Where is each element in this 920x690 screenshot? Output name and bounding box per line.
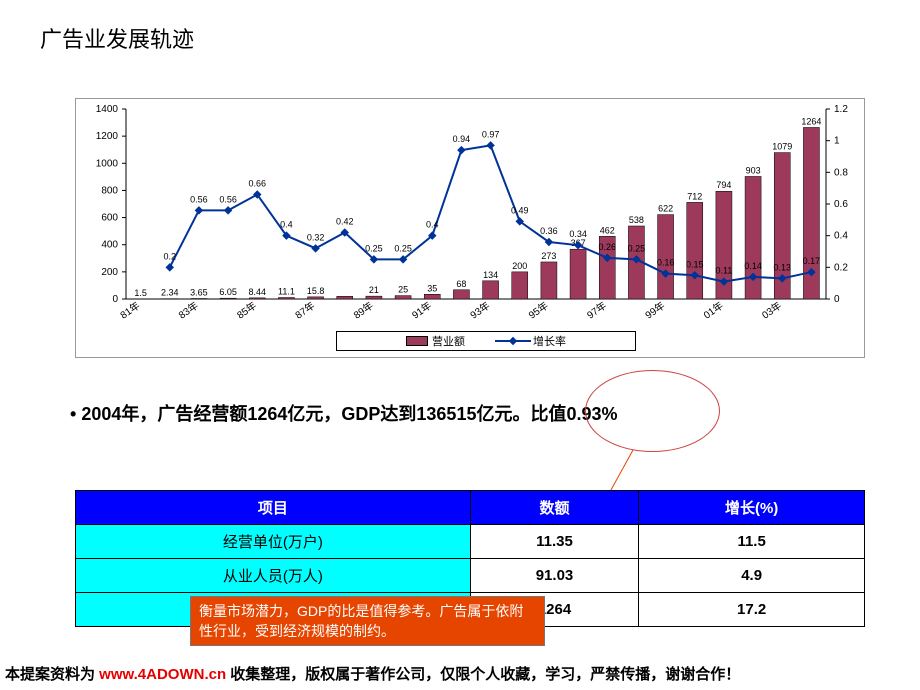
svg-text:91年: 91年 bbox=[409, 299, 434, 322]
svg-text:200: 200 bbox=[512, 261, 527, 271]
svg-text:273: 273 bbox=[541, 251, 556, 261]
svg-text:0.26: 0.26 bbox=[598, 242, 616, 252]
svg-text:0.94: 0.94 bbox=[453, 134, 471, 144]
highlight-ellipse bbox=[585, 370, 720, 452]
table-header: 数额 bbox=[470, 491, 639, 525]
svg-text:83年: 83年 bbox=[176, 299, 201, 322]
legend-bar-swatch bbox=[406, 336, 428, 346]
svg-text:0: 0 bbox=[112, 294, 118, 305]
svg-text:1000: 1000 bbox=[96, 158, 119, 169]
svg-text:3.65: 3.65 bbox=[190, 288, 208, 298]
svg-text:400: 400 bbox=[101, 240, 118, 251]
svg-text:134: 134 bbox=[483, 270, 498, 280]
svg-text:21: 21 bbox=[369, 285, 379, 295]
page-title: 广告业发展轨迹 bbox=[0, 0, 920, 54]
svg-text:1200: 1200 bbox=[96, 131, 119, 142]
caption-text: • 2004年，广告经营额1264亿元，GDP达到136515亿元。比值0.93… bbox=[70, 400, 618, 426]
svg-text:0.13: 0.13 bbox=[773, 262, 791, 272]
chart-svg: 020040060080010001200140000.20.40.60.811… bbox=[76, 99, 866, 359]
legend-line-swatch bbox=[495, 335, 531, 347]
svg-text:0.42: 0.42 bbox=[336, 217, 354, 227]
svg-text:0.4: 0.4 bbox=[834, 231, 848, 242]
table-cell: 17.2 bbox=[639, 593, 865, 627]
svg-text:712: 712 bbox=[687, 191, 702, 201]
svg-text:1.2: 1.2 bbox=[834, 104, 848, 115]
table-cell: 91.03 bbox=[470, 559, 639, 593]
svg-text:0.14: 0.14 bbox=[744, 261, 762, 271]
svg-text:0.4: 0.4 bbox=[426, 220, 439, 230]
svg-text:0.16: 0.16 bbox=[657, 258, 675, 268]
svg-text:95年: 95年 bbox=[526, 299, 551, 322]
svg-text:0.17: 0.17 bbox=[803, 256, 821, 266]
svg-text:25: 25 bbox=[398, 285, 408, 295]
svg-text:1400: 1400 bbox=[96, 104, 119, 115]
svg-text:600: 600 bbox=[101, 213, 118, 224]
svg-text:0.34: 0.34 bbox=[569, 229, 587, 239]
svg-text:0.97: 0.97 bbox=[482, 129, 500, 139]
legend-line-label: 增长率 bbox=[533, 333, 566, 349]
svg-text:93年: 93年 bbox=[468, 299, 493, 322]
svg-text:0.49: 0.49 bbox=[511, 205, 529, 215]
table-header: 增长(%) bbox=[639, 491, 865, 525]
svg-text:622: 622 bbox=[658, 204, 673, 214]
svg-text:462: 462 bbox=[600, 225, 615, 235]
svg-text:0.2: 0.2 bbox=[163, 251, 176, 261]
svg-text:0.25: 0.25 bbox=[394, 243, 412, 253]
svg-text:0.56: 0.56 bbox=[219, 194, 237, 204]
svg-text:538: 538 bbox=[629, 215, 644, 225]
footer-link: www.4ADOWN.cn bbox=[99, 666, 226, 683]
svg-text:1079: 1079 bbox=[772, 142, 792, 152]
footer-text: 本提案资料为 www.4ADOWN.cn 收集整理，版权属于著作公司，仅限个人收… bbox=[5, 663, 740, 684]
svg-text:903: 903 bbox=[746, 165, 761, 175]
svg-text:0.8: 0.8 bbox=[834, 167, 848, 178]
svg-text:1.5: 1.5 bbox=[134, 288, 147, 298]
table-row: 从业人员(万人)91.034.9 bbox=[76, 559, 865, 593]
svg-text:35: 35 bbox=[427, 283, 437, 293]
svg-text:0.4: 0.4 bbox=[280, 220, 293, 230]
svg-text:0.66: 0.66 bbox=[248, 179, 266, 189]
svg-text:0.36: 0.36 bbox=[540, 226, 558, 236]
svg-text:794: 794 bbox=[716, 180, 731, 190]
svg-text:03年: 03年 bbox=[759, 299, 784, 322]
svg-text:0.2: 0.2 bbox=[834, 262, 848, 273]
svg-text:1264: 1264 bbox=[801, 116, 821, 126]
svg-text:15.8: 15.8 bbox=[307, 286, 325, 296]
svg-text:0.32: 0.32 bbox=[307, 232, 325, 242]
table-header: 项目 bbox=[76, 491, 471, 525]
svg-text:1: 1 bbox=[834, 136, 840, 147]
legend-bar-label: 营业额 bbox=[432, 333, 465, 349]
svg-text:200: 200 bbox=[101, 267, 118, 278]
table-cell: 4.9 bbox=[639, 559, 865, 593]
svg-text:0.15: 0.15 bbox=[686, 259, 704, 269]
svg-text:87年: 87年 bbox=[293, 299, 318, 322]
svg-text:0.6: 0.6 bbox=[834, 199, 848, 210]
svg-text:11.1: 11.1 bbox=[278, 286, 295, 296]
table-cell: 11.35 bbox=[470, 525, 639, 559]
svg-text:97年: 97年 bbox=[584, 299, 609, 322]
svg-text:85年: 85年 bbox=[234, 299, 259, 322]
svg-text:0.11: 0.11 bbox=[715, 266, 732, 276]
chart-container: 020040060080010001200140000.20.40.60.811… bbox=[75, 98, 865, 358]
svg-text:68: 68 bbox=[456, 279, 466, 289]
table-cell: 经营单位(万户) bbox=[76, 525, 471, 559]
chart-legend: 营业额 增长率 bbox=[336, 331, 636, 351]
table-cell: 从业人员(万人) bbox=[76, 559, 471, 593]
svg-text:99年: 99年 bbox=[643, 299, 668, 322]
svg-text:89年: 89年 bbox=[351, 299, 376, 322]
svg-text:800: 800 bbox=[101, 185, 118, 196]
table-cell: 11.5 bbox=[639, 525, 865, 559]
svg-text:6.05: 6.05 bbox=[219, 287, 237, 297]
svg-text:0.25: 0.25 bbox=[628, 243, 646, 253]
svg-text:0.56: 0.56 bbox=[190, 194, 208, 204]
svg-text:2.34: 2.34 bbox=[161, 288, 179, 298]
svg-text:8.44: 8.44 bbox=[248, 287, 266, 297]
svg-text:01年: 01年 bbox=[701, 299, 726, 322]
svg-text:81年: 81年 bbox=[118, 299, 143, 322]
svg-text:0: 0 bbox=[834, 294, 840, 305]
callout-box: 衡量市场潜力，GDP的比是值得参考。广告属于依附性行业，受到经济规模的制约。 bbox=[190, 596, 545, 646]
svg-text:0.25: 0.25 bbox=[365, 243, 383, 253]
table-row: 经营单位(万户)11.3511.5 bbox=[76, 525, 865, 559]
